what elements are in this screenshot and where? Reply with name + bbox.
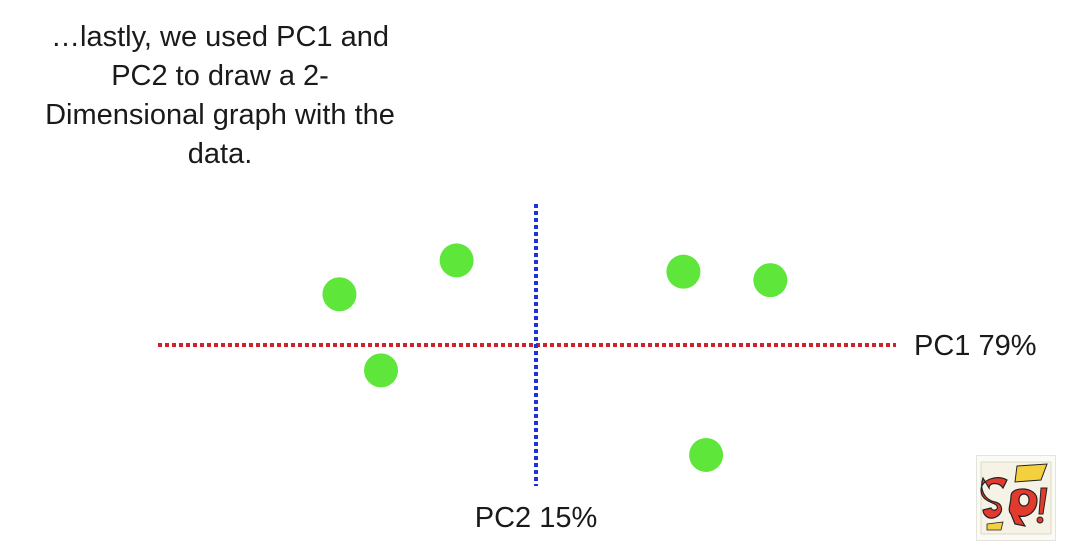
pc2-axis-label: PC2 15% <box>475 502 598 534</box>
data-point <box>753 263 788 298</box>
data-point <box>439 243 474 278</box>
data-point <box>322 277 357 312</box>
statquest-logo <box>976 455 1056 541</box>
data-point <box>689 437 724 472</box>
data-point <box>364 353 399 388</box>
sq-logo-icon <box>980 461 1052 535</box>
data-point <box>666 254 701 289</box>
data-points <box>322 243 788 472</box>
pc1-axis-label: PC1 79% <box>914 330 1037 362</box>
slide-caption: …lastly, we used PC1 and PC2 to draw a 2… <box>45 21 395 170</box>
